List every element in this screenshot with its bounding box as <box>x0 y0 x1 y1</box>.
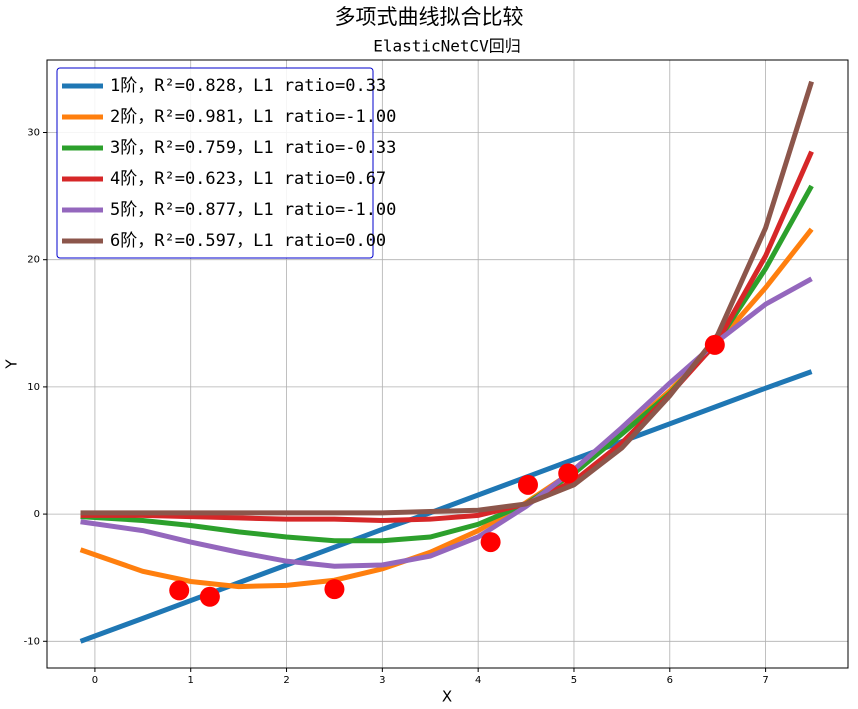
x-tick-label: 1 <box>188 675 194 686</box>
x-tick-label: 2 <box>283 675 289 686</box>
legend-label: 4阶，R²=0.623，L1 ratio=0.67 <box>110 169 386 189</box>
x-tick-label: 4 <box>475 675 481 686</box>
y-axis-label: Y <box>3 359 21 370</box>
data-point <box>704 334 725 355</box>
series-line <box>80 80 814 516</box>
legend-label: 3阶，R²=0.759，L1 ratio=-0.33 <box>110 138 396 158</box>
x-tick-label: 0 <box>92 675 98 686</box>
y-tick-label: 10 <box>27 382 40 393</box>
legend-label: 6阶，R²=0.597，L1 ratio=0.00 <box>110 231 386 251</box>
x-tick-label: 3 <box>379 675 385 686</box>
y-tick-label: 0 <box>34 509 40 520</box>
legend-frame <box>56 67 374 259</box>
data-point <box>169 580 190 601</box>
legend-label: 1阶，R²=0.828，L1 ratio=0.33 <box>110 76 386 96</box>
legend-label: 5阶，R²=0.877，L1 ratio=-1.00 <box>110 200 396 220</box>
chart-subtitle: ElasticNetCV回归 <box>373 37 521 56</box>
y-tick-label: 20 <box>27 255 40 266</box>
legend-label: 2阶，R²=0.981，L1 ratio=-1.00 <box>110 107 396 127</box>
chart-title: 多项式曲线拟合比较 <box>335 5 524 29</box>
data-point <box>558 463 579 484</box>
plot-frame <box>46 59 849 669</box>
data-point <box>480 532 501 553</box>
x-tick-label: 5 <box>571 675 577 686</box>
data-point <box>199 586 220 607</box>
x-tick-label: 7 <box>762 675 768 686</box>
y-tick-label: 30 <box>27 128 40 139</box>
legend: 1阶，R²=0.828，L1 ratio=0.33 2阶，R²=0.981，L1 … <box>56 67 396 259</box>
y-tick-label: -10 <box>24 636 40 647</box>
data-point <box>324 579 345 600</box>
x-axis-label: X <box>442 688 452 706</box>
series-line <box>79 369 813 644</box>
x-tick-label: 6 <box>667 675 673 686</box>
data-point <box>517 474 538 495</box>
